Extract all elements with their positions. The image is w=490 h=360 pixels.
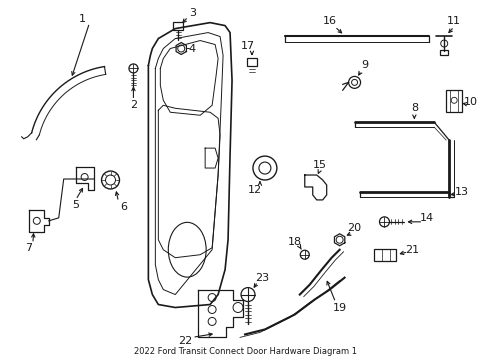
Text: 7: 7 [25,243,32,253]
Text: 4: 4 [189,44,196,54]
Bar [247,58,257,67]
Text: 8: 8 [411,103,418,113]
Text: 15: 15 [313,160,327,170]
Text: 3: 3 [189,8,196,18]
Text: 5: 5 [72,200,79,210]
Text: 14: 14 [420,213,434,223]
Text: 21: 21 [405,245,419,255]
Bar [173,22,183,30]
Text: 10: 10 [464,97,478,107]
Text: 11: 11 [447,15,461,26]
Bar [440,50,448,55]
Text: 13: 13 [455,187,469,197]
Text: 23: 23 [255,273,269,283]
Text: 17: 17 [241,41,255,50]
Text: 2: 2 [130,100,137,110]
Text: 22: 22 [178,336,193,346]
Text: 2022 Ford Transit Connect Door Hardware Diagram 1: 2022 Ford Transit Connect Door Hardware … [133,347,357,356]
Text: 19: 19 [333,302,347,312]
Text: 12: 12 [248,185,262,195]
Bar [446,90,462,112]
Text: 6: 6 [120,202,127,212]
Bar [374,249,396,261]
Text: 20: 20 [347,223,362,233]
Text: 9: 9 [361,60,368,71]
Text: 16: 16 [323,15,337,26]
Text: 18: 18 [288,237,302,247]
Text: 1: 1 [79,14,86,24]
